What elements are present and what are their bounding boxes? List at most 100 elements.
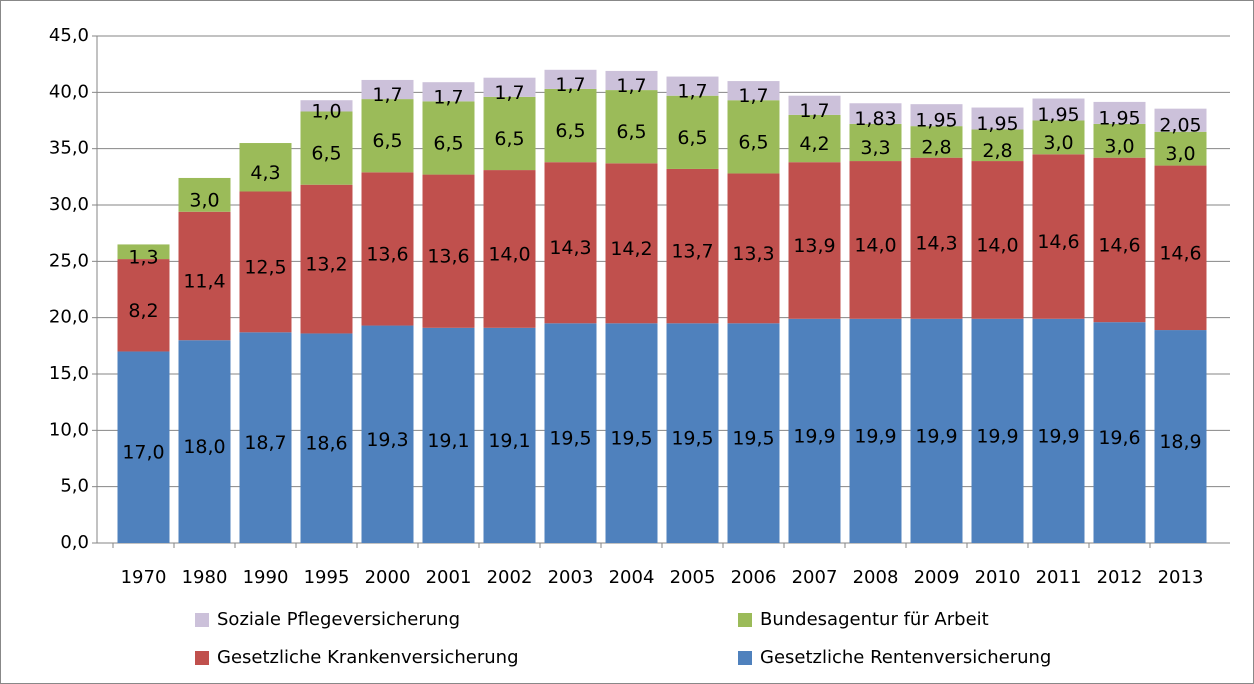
bar-segment xyxy=(1154,330,1207,543)
bar-segment xyxy=(849,123,902,162)
bar-segment xyxy=(239,143,292,192)
data-label: 3,0 xyxy=(1104,135,1134,157)
data-label: 14,6 xyxy=(1159,242,1201,264)
data-label: 13,3 xyxy=(732,243,774,265)
data-label: 19,9 xyxy=(854,425,896,447)
bar-segment xyxy=(1154,108,1207,132)
y-tick-label: 10,0 xyxy=(49,419,89,440)
data-label: 6,5 xyxy=(311,143,341,165)
x-tick-label: 2000 xyxy=(365,567,411,588)
x-tick-label: 2006 xyxy=(731,567,777,588)
bar-segment xyxy=(1032,318,1085,543)
bar-segment xyxy=(910,104,963,127)
data-label: 13,6 xyxy=(366,243,408,265)
x-tick-label: 1970 xyxy=(121,567,167,588)
bar-segment xyxy=(788,95,841,115)
bar-segment xyxy=(422,174,475,328)
bar-segment xyxy=(727,173,780,324)
data-label: 19,6 xyxy=(1098,427,1140,449)
bar-segment xyxy=(300,184,353,334)
bar-segment xyxy=(788,318,841,543)
data-label: 17,0 xyxy=(122,442,164,464)
bar-segment xyxy=(300,333,353,543)
bar-segment xyxy=(300,100,353,112)
data-label: 19,9 xyxy=(915,425,957,447)
bar-segment xyxy=(117,259,170,352)
data-label: 1,7 xyxy=(433,86,463,108)
bar-segment xyxy=(666,76,719,96)
data-label: 19,1 xyxy=(488,430,530,452)
bar-segment xyxy=(117,244,170,260)
data-label: 3,0 xyxy=(189,189,219,211)
data-label: 13,7 xyxy=(671,241,713,263)
x-tick-label: 2001 xyxy=(426,567,472,588)
bar-segment xyxy=(483,170,536,328)
data-label: 1,7 xyxy=(494,82,524,104)
bar-segment xyxy=(1154,165,1207,331)
data-label: 6,5 xyxy=(677,127,707,149)
x-tick-label: 2012 xyxy=(1097,567,1143,588)
bar-segment xyxy=(971,107,1024,130)
bar-segment xyxy=(483,77,536,97)
x-tick-label: 2008 xyxy=(853,567,899,588)
bar-segment xyxy=(910,126,963,158)
bar-segment xyxy=(971,318,1024,543)
bar-segment xyxy=(544,88,597,163)
data-label: 13,6 xyxy=(427,246,469,268)
data-label: 19,9 xyxy=(793,425,835,447)
data-label: 18,0 xyxy=(183,436,225,458)
data-label: 1,83 xyxy=(854,108,896,130)
bar-segment xyxy=(422,327,475,543)
x-tick-label: 2003 xyxy=(548,567,594,588)
data-label: 2,8 xyxy=(921,136,951,158)
legend-label: Bundesagentur für Arbeit xyxy=(760,609,989,630)
bar-segment xyxy=(1032,154,1085,319)
data-label: 1,7 xyxy=(372,84,402,106)
legend-label: Gesetzliche Krankenversicherung xyxy=(217,647,519,668)
data-label: 1,7 xyxy=(555,74,585,96)
data-label: 19,5 xyxy=(549,428,591,450)
bar-segment xyxy=(544,69,597,89)
bar-segment xyxy=(544,323,597,543)
x-tick-label: 2011 xyxy=(1036,567,1082,588)
y-tick-label: 25,0 xyxy=(49,250,89,271)
bar-segment xyxy=(666,95,719,169)
data-label: 3,0 xyxy=(1043,132,1073,154)
bar-segment xyxy=(910,157,963,319)
data-label: 6,5 xyxy=(433,132,463,154)
data-label: 1,95 xyxy=(976,113,1018,135)
bar-segment xyxy=(239,191,292,333)
bar-segment xyxy=(666,323,719,543)
legend-swatch xyxy=(738,651,752,665)
y-tick-label: 20,0 xyxy=(49,307,89,328)
bar-segment xyxy=(1154,131,1207,166)
data-label: 1,0 xyxy=(311,100,341,122)
data-label: 6,5 xyxy=(555,120,585,142)
data-label: 14,0 xyxy=(488,243,530,265)
bar-segment xyxy=(727,100,780,174)
data-label: 2,8 xyxy=(982,140,1012,162)
data-label: 14,3 xyxy=(549,237,591,259)
data-label: 18,6 xyxy=(305,433,347,455)
data-label: 19,9 xyxy=(1037,425,1079,447)
data-label: 1,3 xyxy=(128,246,158,268)
x-tick-label: 2004 xyxy=(609,567,655,588)
legend-label: Soziale Pflegeversicherung xyxy=(217,609,460,630)
bar-segment xyxy=(727,323,780,543)
bar-segment xyxy=(605,163,658,324)
data-label: 3,0 xyxy=(1165,143,1195,165)
bar-segment xyxy=(910,318,963,543)
legend-swatch xyxy=(195,613,209,627)
data-label: 6,5 xyxy=(494,128,524,150)
x-tick-label: 1980 xyxy=(182,567,228,588)
y-tick-label: 45,0 xyxy=(49,25,89,46)
bar-segment xyxy=(361,99,414,173)
bar-segment xyxy=(300,111,353,185)
bar-segment xyxy=(971,129,1024,162)
data-label: 6,5 xyxy=(372,130,402,152)
bar-segment xyxy=(178,177,231,212)
bar-segment xyxy=(117,351,170,543)
y-tick-label: 15,0 xyxy=(49,363,89,384)
bar-segment xyxy=(605,90,658,164)
